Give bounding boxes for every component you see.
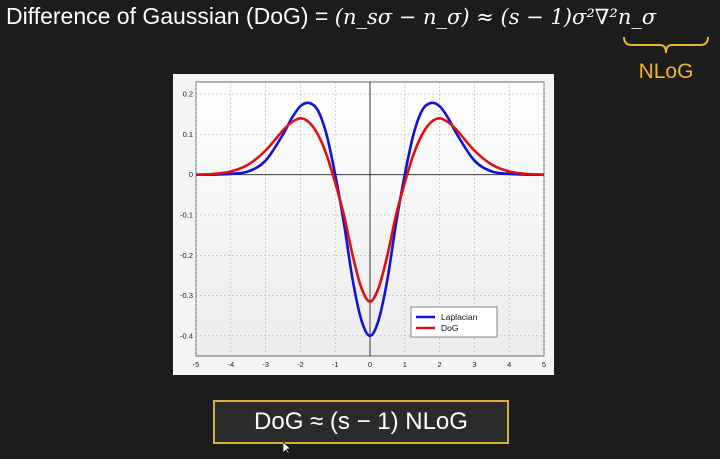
y-tick-label: 0.1 [183,130,193,139]
x-tick-label: 1 [403,360,407,369]
plot-frame: -5 -4 -3 -2 -1 0 1 2 3 4 5 0.2 0.1 0 -0.1 -0.2 -0.3 -0.4 L… [173,74,554,375]
slide-heading: Difference of Gaussian (DoG) = (n_sσ − n… [6,0,656,33]
chart-legend [410,306,498,338]
y-tick-label: 0.2 [183,90,193,99]
legend-label: Laplacian [441,312,478,322]
heading-formula: (n_sσ − n_σ) ≈ (s − 1)σ²∇²n_σ [334,5,657,29]
x-tick-label: 2 [438,360,442,369]
x-tick-label: -4 [227,360,234,369]
nlog-brace-group: NLoG [622,33,710,83]
x-tick-label: -3 [262,360,269,369]
legend-label: DoG [441,323,458,333]
y-tick-label: -0.1 [180,210,193,219]
y-tick-label: -0.4 [180,331,193,340]
series-line-dog [195,116,545,303]
x-tick-label: 4 [507,360,511,369]
x-tick-label: 0 [368,360,372,369]
dog-vs-laplacian-chart: -5 -4 -3 -2 -1 0 1 2 3 4 5 0.2 0.1 0 -0.1 -0.2 -0.3 -0.4 L… [180,81,546,369]
x-tick-label: -2 [297,360,304,369]
result-equation: DoG ≈ (s − 1) NLoG [254,408,468,435]
result-equation-box: DoG ≈ (s − 1) NLoG [213,400,509,444]
x-tick-label: -1 [332,360,339,369]
mouse-cursor-icon [282,441,293,459]
y-tick-label: -0.2 [180,251,193,260]
heading-prefix: Difference of Gaussian (DoG) = [6,3,335,29]
x-tick-label: -5 [193,360,200,369]
y-tick-label: 0 [189,170,193,179]
nlog-label: NLoG [638,60,694,83]
y-tick-label: -0.3 [180,291,193,300]
curly-brace-icon [623,36,709,54]
x-tick-label: 5 [542,360,546,369]
series-line-laplacian [195,101,545,338]
x-tick-label: 3 [472,360,476,369]
